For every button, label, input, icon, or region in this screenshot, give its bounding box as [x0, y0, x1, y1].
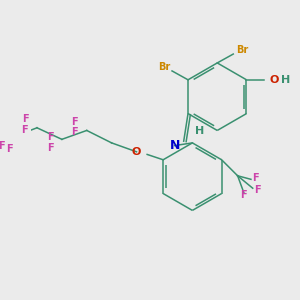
Text: F: F	[241, 190, 247, 200]
Text: F: F	[47, 132, 54, 142]
Text: Br: Br	[236, 46, 248, 56]
Text: F: F	[71, 117, 78, 127]
Text: F: F	[254, 185, 260, 195]
Text: F: F	[71, 127, 78, 137]
Text: F: F	[22, 114, 29, 124]
Text: O: O	[269, 75, 279, 85]
Text: H: H	[281, 75, 290, 85]
Text: F: F	[0, 141, 5, 151]
Text: F: F	[21, 125, 28, 136]
Text: Br: Br	[158, 62, 170, 72]
Text: F: F	[252, 172, 259, 182]
Text: H: H	[195, 126, 204, 136]
Text: F: F	[6, 144, 13, 154]
Text: N: N	[169, 139, 180, 152]
Text: F: F	[47, 143, 54, 153]
Text: O: O	[132, 147, 141, 157]
